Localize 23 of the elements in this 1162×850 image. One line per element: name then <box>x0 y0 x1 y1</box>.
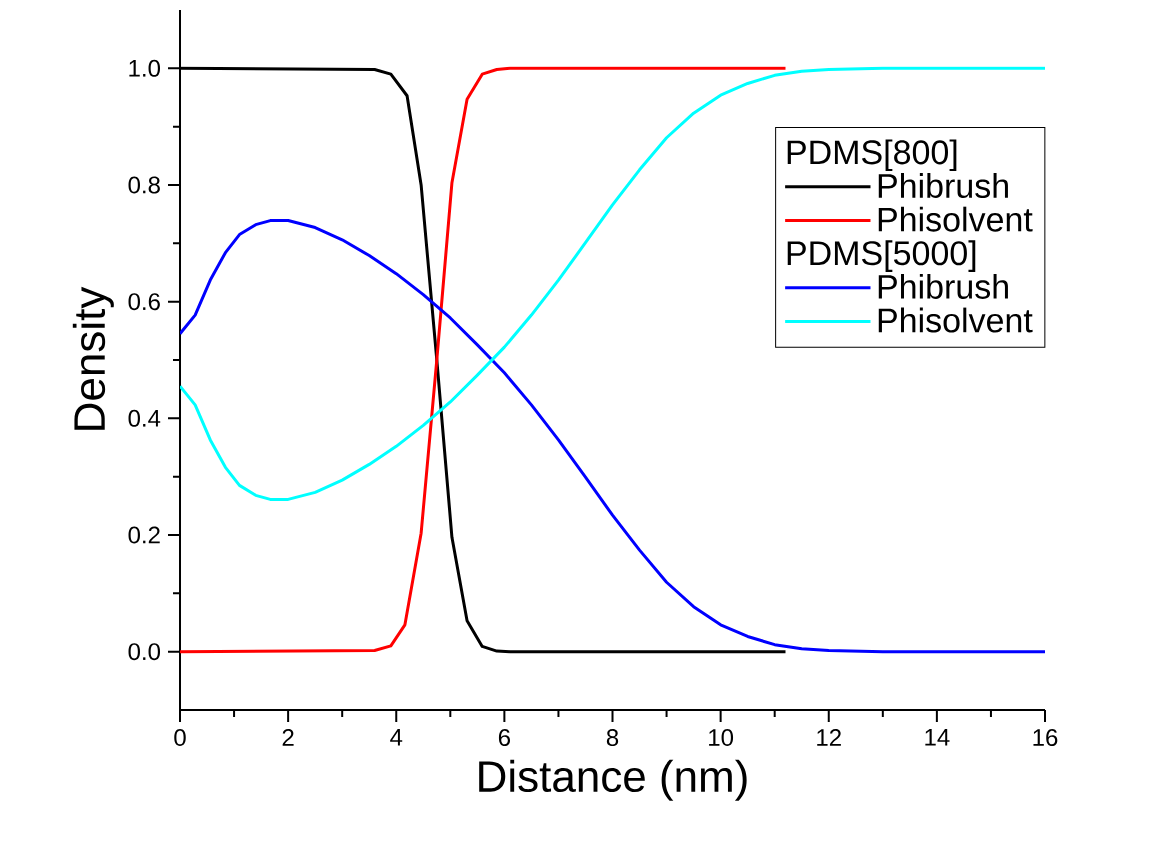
y-tick-label: 0.2 <box>128 526 160 544</box>
y-tick-label: 0.0 <box>128 643 161 661</box>
y-tick-label: 0.8 <box>128 176 160 194</box>
legend-label: Phibrush <box>878 173 1008 199</box>
annotation: PDMS[5000] <box>787 240 976 272</box>
x-tick-label: 2 <box>282 729 294 746</box>
x-tick-label: 12 <box>817 729 841 746</box>
y-tick-label: 0.4 <box>128 409 161 427</box>
x-tick-label: 8 <box>606 729 619 747</box>
x-tick-label: 0 <box>174 729 186 747</box>
x-tick-label: 14 <box>925 729 950 746</box>
x-tick-label: 4 <box>390 729 403 746</box>
annotation: PDMS[800] <box>787 139 957 172</box>
x-tick-label: 10 <box>709 729 734 747</box>
x-axis-title: Distance (nm) <box>479 759 747 801</box>
legend-label: Phisolvent <box>878 307 1033 333</box>
y-tick-label: 0.6 <box>128 293 160 311</box>
x-tick-label: 16 <box>1033 729 1058 747</box>
x-tick-label: 6 <box>498 729 510 747</box>
legend-label: Phisolvent <box>878 206 1033 232</box>
legend-label: Phibrush <box>878 273 1008 299</box>
y-tick-label: 1.0 <box>129 59 161 77</box>
y-axis-title: Density <box>72 286 114 430</box>
